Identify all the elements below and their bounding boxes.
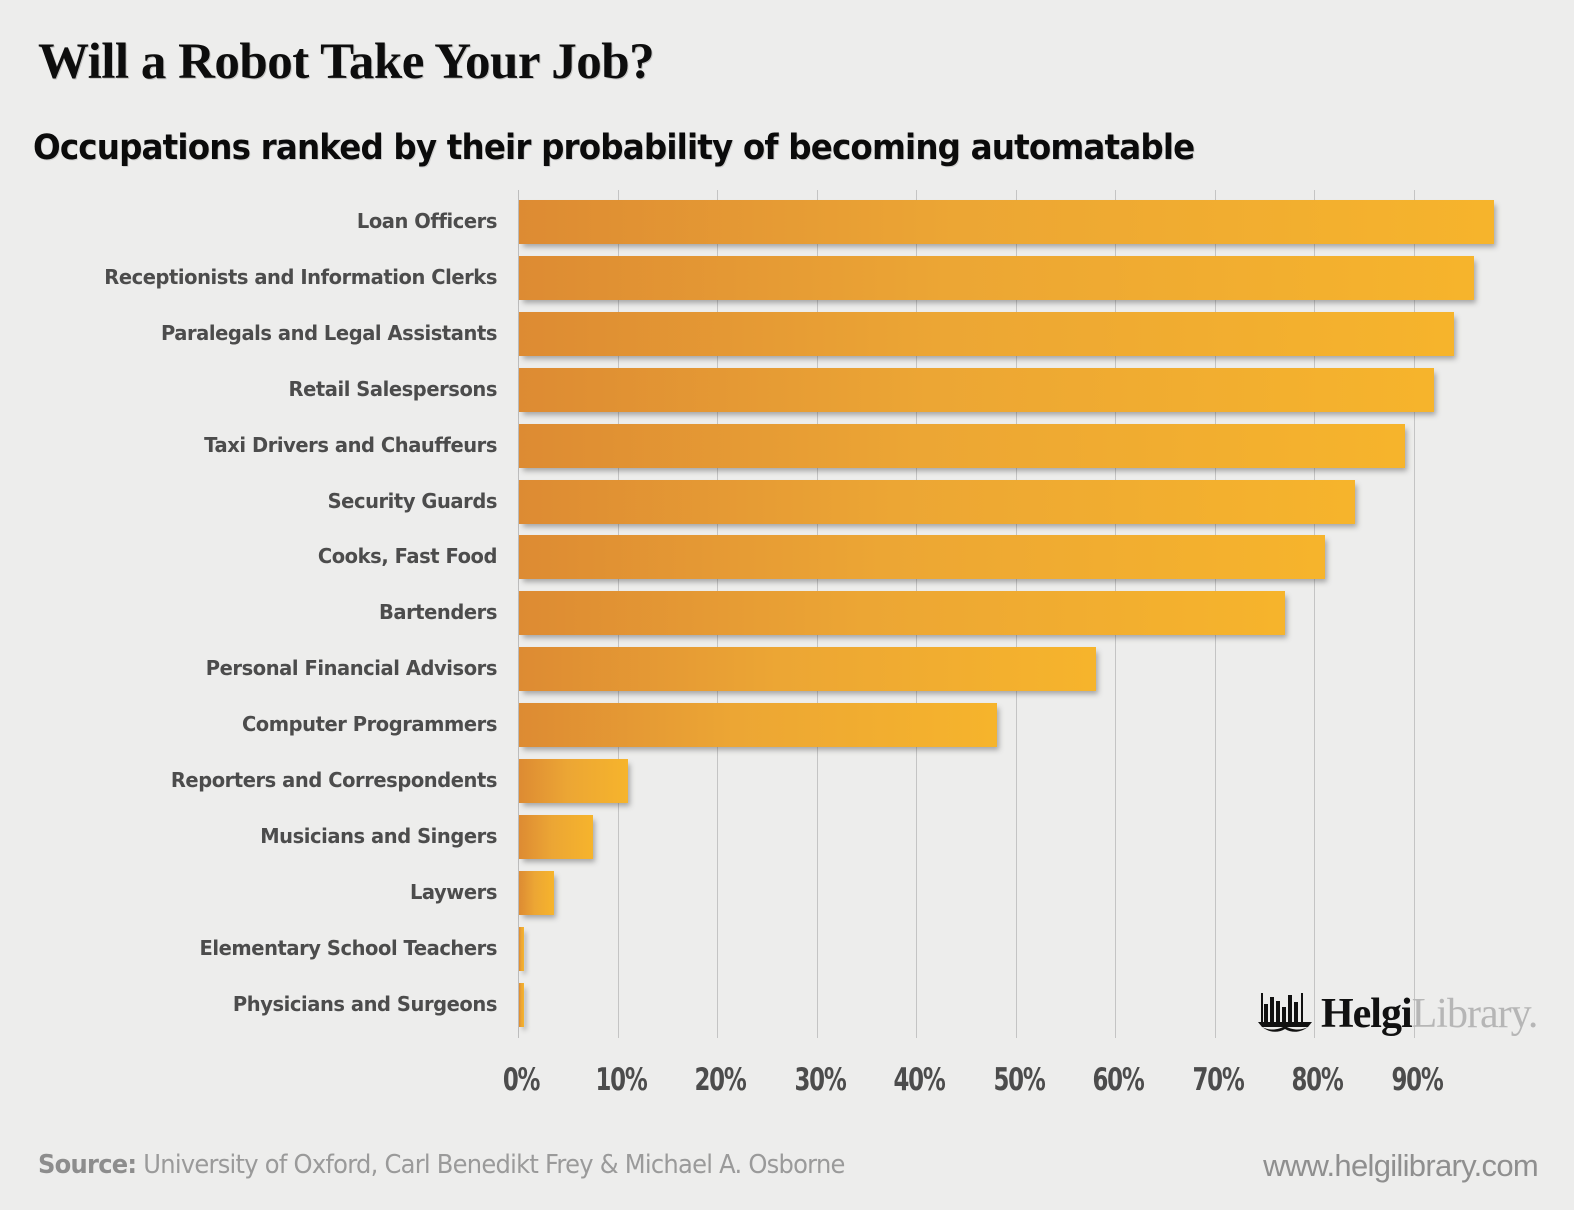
bar[interactable] (519, 423, 1405, 468)
helgi-library-logo-icon (1258, 988, 1312, 1039)
website-url[interactable]: www.helgilibrary.com (1263, 1148, 1539, 1183)
x-tick-label: 30% (793, 1062, 846, 1098)
x-tick-label: 40% (893, 1062, 945, 1098)
bar[interactable] (519, 870, 554, 915)
bar[interactable] (519, 703, 997, 748)
category-label: Bartenders (378, 600, 497, 625)
bar[interactable] (519, 982, 524, 1027)
bar[interactable] (519, 647, 1097, 692)
category-label: Taxi Drivers and Chauffeurs (204, 432, 497, 457)
bar[interactable] (519, 591, 1286, 636)
category-label: Reporters and Correspondents (170, 768, 498, 792)
bar[interactable] (519, 255, 1475, 300)
chart-plot-area: Loan Officers Receptionists and Informati… (0, 190, 1574, 1060)
category-label: Laywers (409, 879, 497, 904)
category-label: Security Guards (327, 488, 498, 513)
page-subtitle: Occupations ranked by their probability … (33, 128, 1195, 168)
category-label: Loan Officers (356, 209, 498, 233)
gridline-0 (518, 190, 519, 1038)
category-label: Musicians and Singers (260, 823, 497, 848)
bar[interactable] (519, 479, 1355, 524)
category-label: Retail Salespersons (288, 376, 498, 401)
x-tick-label: 80% (1291, 1062, 1343, 1098)
logo-wordmark: HelgiLibrary. (1321, 990, 1539, 1037)
bars-and-gridlines (518, 190, 1528, 1038)
x-tick-label: 50% (992, 1062, 1045, 1098)
page-title: Will a Robot Take Your Job? (38, 34, 655, 90)
source-note: Source: University of Oxford, Carl Bened… (38, 1150, 845, 1180)
bar[interactable] (519, 535, 1325, 580)
source-text: University of Oxford, Carl Benedikt Frey… (136, 1150, 845, 1180)
category-label: Paralegals and Legal Assistants (160, 320, 497, 345)
logo-library-text: Library. (1411, 990, 1539, 1037)
helgi-library-logo[interactable]: HelgiLibrary. (1258, 988, 1539, 1039)
category-label: Physicians and Surgeons (232, 991, 498, 1016)
bar[interactable] (519, 814, 593, 859)
x-tick-label: 20% (694, 1062, 746, 1098)
bar[interactable] (519, 367, 1435, 412)
x-tick-label: 70% (1191, 1062, 1244, 1098)
x-tick-label: 60% (1092, 1062, 1144, 1098)
x-tick-label: 0% (502, 1062, 541, 1098)
category-label: Personal Financial Advisors (205, 656, 498, 681)
category-label: Receptionists and Information Clerks (104, 264, 498, 289)
gridline-90 (1413, 190, 1415, 1038)
bar[interactable] (519, 759, 629, 803)
logo-helgi-text: Helgi (1321, 990, 1413, 1037)
source-label: Source: (38, 1150, 137, 1180)
category-label: Cooks, Fast Food (317, 544, 498, 569)
gridline-80 (1314, 190, 1315, 1038)
bar[interactable] (519, 200, 1495, 244)
bar[interactable] (519, 926, 524, 971)
bar[interactable] (519, 311, 1455, 356)
chart-footer: Source: University of Oxford, Carl Bened… (0, 1140, 1574, 1210)
x-tick-label: 90% (1390, 1062, 1443, 1098)
y-axis-category-labels: Loan Officers Receptionists and Informati… (0, 190, 497, 1038)
category-label: Computer Programmers (241, 712, 497, 737)
x-tick-label: 10% (594, 1062, 647, 1098)
category-label: Elementary School Teachers (199, 935, 498, 960)
x-axis-tick-labels: 0% 10% 20% 30% 40% 50% 60% 70% 80% 90% (503, 1062, 1528, 1112)
